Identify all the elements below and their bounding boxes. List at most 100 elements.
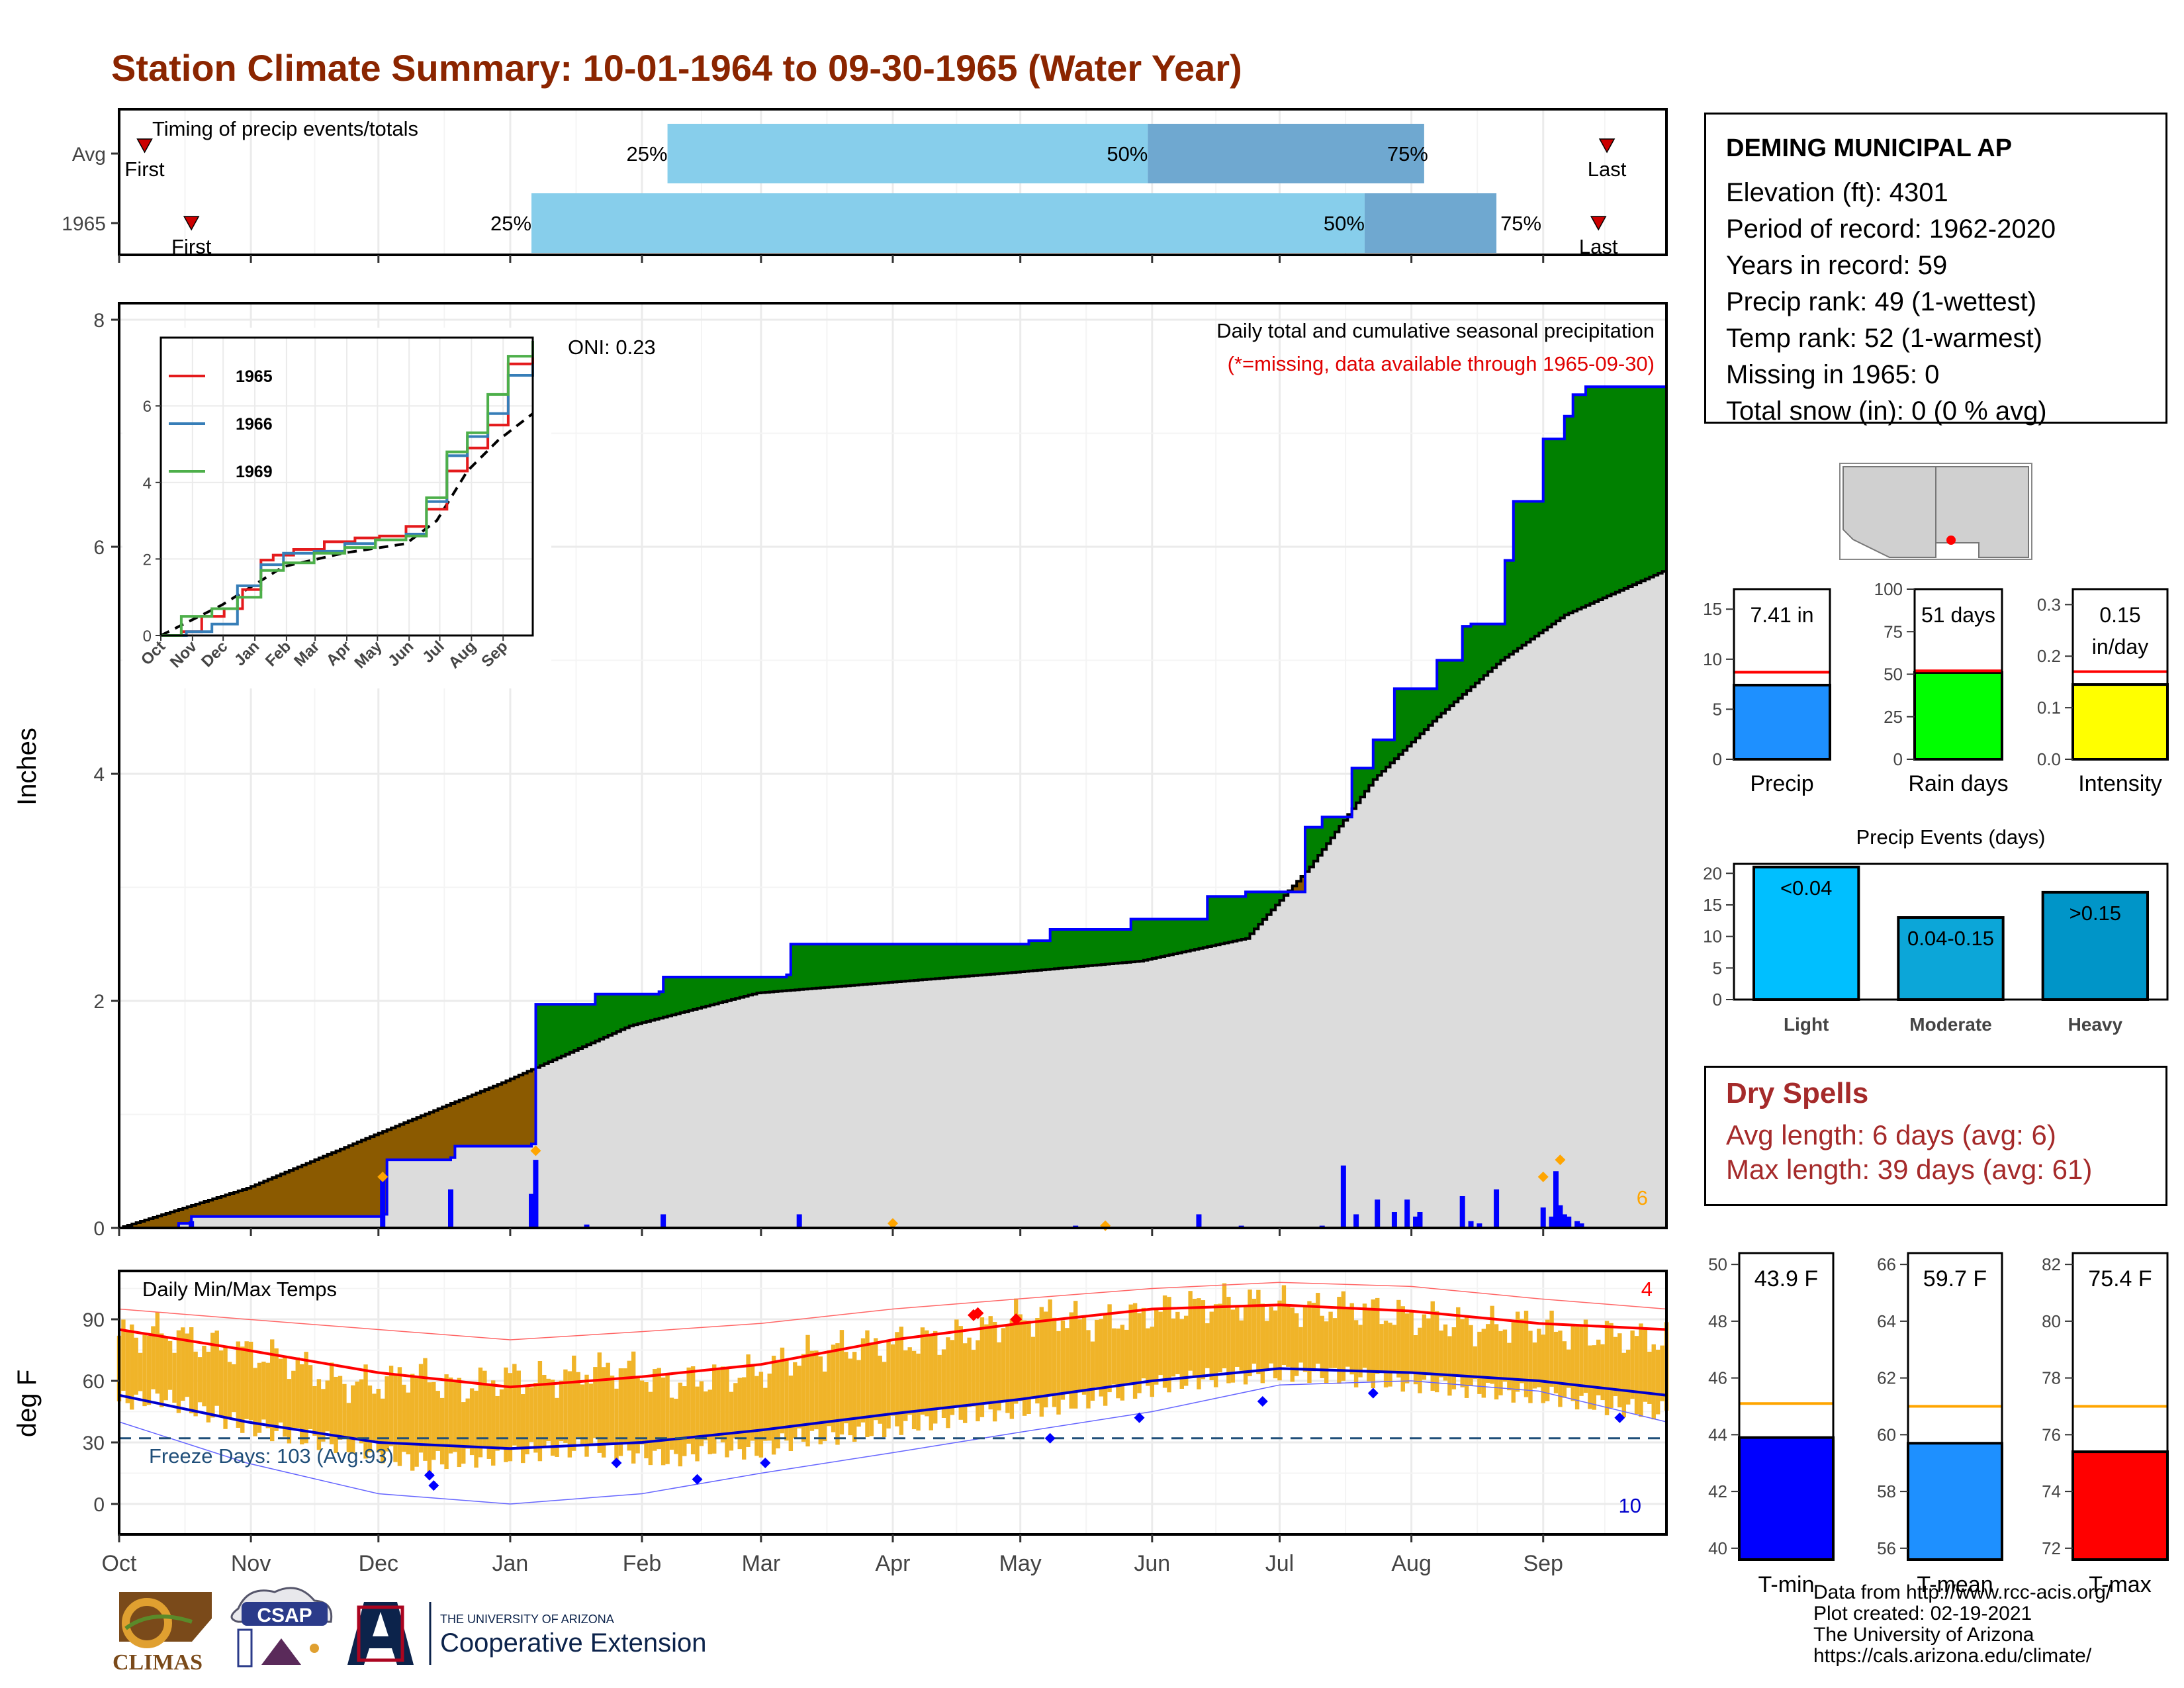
daily-temp-bar xyxy=(1388,1323,1392,1387)
gauge-ytick-label: 100 xyxy=(1874,579,1903,599)
daily-temp-bar xyxy=(1048,1299,1052,1396)
credit-university: The University of Arizona xyxy=(1813,1624,2034,1646)
daily-temp-bar xyxy=(499,1389,504,1448)
timing-title: Timing of precip events/totals xyxy=(152,117,418,140)
daily-temp-bar xyxy=(130,1324,134,1410)
climas-logo: CLIMAS xyxy=(113,1592,212,1675)
first-event-marker xyxy=(183,216,200,231)
daily-temp-bar xyxy=(809,1350,815,1431)
daily-temp-bar xyxy=(274,1348,279,1431)
daily-temp-bar xyxy=(878,1355,882,1424)
inset-legend-label: 1966 xyxy=(236,415,273,434)
last-event-marker xyxy=(1590,216,1607,231)
daily-temp-bar xyxy=(1655,1349,1661,1415)
daily-temp-bar xyxy=(1596,1339,1601,1395)
daily-temp-bar xyxy=(665,1373,670,1464)
daily-temp-bar xyxy=(741,1377,747,1460)
daily-temp-bar xyxy=(695,1386,700,1462)
timing-label-25: 25% xyxy=(490,212,531,235)
daily-temp-bar xyxy=(1188,1291,1193,1371)
daily-temp-bar xyxy=(682,1386,687,1456)
gauge-value-unit: in/day xyxy=(2092,635,2148,659)
daily-temp-bar xyxy=(1197,1298,1201,1389)
daily-temp-bar xyxy=(316,1379,322,1450)
daily-max-marker xyxy=(530,1145,541,1156)
gauge-tmean_gauge: 56 58 60 62 64 66 59.7 F T-mean xyxy=(1877,1252,2003,1597)
gauge-ytick-label: 0 xyxy=(1893,749,1903,769)
daily-temp-bar xyxy=(176,1330,181,1413)
gauge-ytick-label: 15 xyxy=(1703,599,1722,619)
record-min-line xyxy=(118,1380,1667,1505)
daily-temp-bar xyxy=(1073,1301,1078,1409)
daily-temp-bar xyxy=(1018,1314,1023,1401)
gauge-ytick-label: 50 xyxy=(1708,1254,1727,1274)
climas-logo-text: CLIMAS xyxy=(113,1650,203,1675)
daily-temp-bar xyxy=(1230,1309,1236,1383)
daily-temp-bar xyxy=(367,1385,373,1452)
daily-temp-bar xyxy=(529,1387,534,1442)
daily-temp-bar xyxy=(508,1373,513,1462)
daily-temp-bar xyxy=(716,1370,721,1439)
inset-ytick-label: 6 xyxy=(143,398,152,416)
daily-temp-bar xyxy=(1192,1299,1197,1377)
record-low-marker xyxy=(1257,1396,1268,1407)
daily-precip-bar xyxy=(189,1221,195,1228)
daily-temp-bar xyxy=(1600,1344,1605,1401)
daily-precip-bar xyxy=(660,1214,666,1228)
oni-label: ONI: 0.23 xyxy=(568,336,656,359)
daily-temp-bar xyxy=(860,1338,866,1423)
daily-temp-bar xyxy=(763,1387,768,1441)
daily-temp-bar xyxy=(1095,1319,1099,1387)
timing-row-label: 1965 xyxy=(62,213,106,235)
daily-temp-bar xyxy=(588,1383,594,1445)
gauge-ytick-label: 62 xyxy=(1877,1368,1896,1388)
precip-events-ytick-label: 0 xyxy=(1713,990,1722,1009)
daily-temp-bar xyxy=(342,1383,347,1436)
daily-temp-bar xyxy=(236,1341,241,1428)
last-event-marker xyxy=(1598,138,1615,154)
daily-temp-bar xyxy=(1226,1297,1231,1383)
daily-temp-bar xyxy=(474,1390,478,1468)
daily-temp-bar xyxy=(163,1336,168,1401)
daily-precip-bar xyxy=(1417,1211,1423,1228)
daily-temp-bar xyxy=(376,1388,381,1452)
daily-temp-bar xyxy=(1332,1318,1338,1368)
station-info-box: DEMING MUNICIPAL AP Elevation (ft): 4301… xyxy=(1704,113,2167,426)
daily-temp-bar xyxy=(533,1382,538,1453)
daily-precip-bar xyxy=(1574,1221,1580,1228)
daily-temp-bar xyxy=(1494,1324,1499,1400)
daily-temp-bar xyxy=(1383,1321,1388,1387)
daily-temp-bar xyxy=(1141,1307,1146,1379)
daily-temp-bar xyxy=(1426,1318,1431,1376)
daily-temp-bar xyxy=(1532,1342,1537,1389)
credits: Data from http://www.rcc-acis.org/ Plot … xyxy=(1813,1582,2111,1667)
daily-temp-bar xyxy=(232,1364,236,1413)
first-event-marker xyxy=(136,138,153,154)
month-label: Oct xyxy=(102,1551,137,1576)
daily-temp-bar xyxy=(831,1344,836,1432)
daily-temp-bar xyxy=(1502,1329,1508,1382)
gauge-ytick-label: 40 xyxy=(1708,1538,1727,1558)
month-label: Jan xyxy=(492,1551,529,1576)
daily-temp-bar xyxy=(197,1357,203,1403)
daily-temp-bar xyxy=(351,1385,355,1454)
daily-temp-bar xyxy=(865,1330,870,1437)
daily-temp-bar xyxy=(805,1335,810,1447)
daily-temp-bar xyxy=(295,1357,300,1429)
daily-temp-bar xyxy=(334,1376,338,1454)
precip-events-title: Precip Events (days) xyxy=(1856,825,2046,849)
avg-cumulative-line xyxy=(119,569,1668,1229)
month-label: Apr xyxy=(876,1551,911,1576)
daily-temp-bar xyxy=(602,1367,606,1458)
new-mexico-shape xyxy=(1935,466,2029,558)
daily-temp-bar xyxy=(610,1376,615,1444)
daily-temp-bar xyxy=(1137,1313,1142,1393)
gauge-ytick-label: 74 xyxy=(2042,1481,2061,1501)
daily-temp-bar xyxy=(1167,1297,1171,1393)
precip-events-bar-label: 0.04-0.15 xyxy=(1907,927,1994,950)
gauge-ytick-label: 0.2 xyxy=(2037,646,2061,666)
daily-precip-bar xyxy=(380,1173,386,1228)
station-period: Period of record: 1962-2020 xyxy=(1726,214,2056,244)
below-average-area xyxy=(123,814,1352,1228)
gauge-ytick-label: 82 xyxy=(2042,1254,2061,1274)
